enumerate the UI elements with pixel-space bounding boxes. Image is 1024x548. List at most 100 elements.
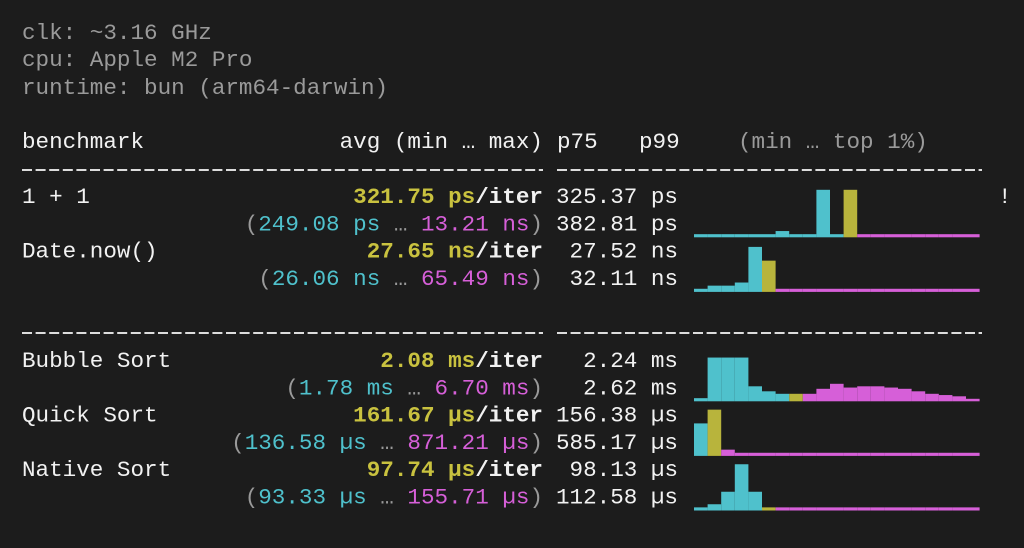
header-p75: p75 [557,129,598,155]
max: 6.70 ms [435,375,530,401]
histogram-bar [911,288,926,292]
histogram-bar [775,393,790,402]
range-open: ( [245,484,259,510]
avg: 27.65 ns [367,239,475,265]
histogram-bar [830,507,844,511]
min: 249.08 ps [258,211,380,237]
histogram-bar [911,234,926,238]
histogram-bar [952,396,966,402]
histogram-bar [884,234,898,238]
histogram-bar [884,288,898,292]
histogram-bar [707,409,722,456]
range-close: ) [529,266,543,292]
histogram-bar [734,234,749,238]
histogram-bar [721,357,735,402]
histogram-bar [734,357,749,402]
histogram-bar [802,507,817,511]
histogram-bar [952,452,966,456]
range-line: (93.33 µs … 155.71 µs) [245,484,543,510]
histogram-bar [816,288,830,292]
histogram-bar [925,452,939,456]
min: 136.58 µs [245,430,367,456]
histogram-bar [830,383,844,402]
per-iter: /iter [475,457,543,483]
p99: 382.81 ps [556,211,678,237]
histogram-bar [707,357,722,402]
histogram-bar [721,449,735,456]
benchmark-name: Native Sort [22,457,171,483]
histogram-bar [802,234,817,238]
benchmark-name: 1 + 1 [22,184,90,210]
histogram-bar [748,234,762,238]
histogram-bar [925,507,939,511]
histogram-bar [938,288,953,292]
histogram-bar [802,393,817,402]
histogram-bar [857,288,871,292]
histogram-bar [952,288,966,292]
histogram-bar [925,288,939,292]
header-p99: p99 [639,129,680,155]
histogram-bar [952,234,966,238]
min: 93.33 µs [258,484,366,510]
per-iter: /iter [475,403,543,429]
range-open: ( [231,430,245,456]
min: 26.06 ns [272,266,380,292]
range-open: ( [258,266,272,292]
histogram-bar [938,234,953,238]
avg: 161.67 µs [353,403,475,429]
histogram-bar [857,234,871,238]
histogram-bar [870,386,885,402]
histogram-bar [775,288,790,292]
histogram-bar [938,395,953,402]
histogram-bar [748,452,762,456]
avg-line: 161.67 µs/iter [353,403,543,429]
per-iter: /iter [475,184,543,210]
p75: 156.38 µs [556,403,678,429]
histogram-bar [775,507,790,511]
histogram-bar [884,507,898,511]
histogram-bar [952,507,966,511]
benchmark-name: Bubble Sort [22,348,171,374]
clock: clk: ~3.16 GHz [22,20,212,46]
range-line: (26.06 ns … 65.49 ns) [258,266,543,292]
histogram-bar [734,452,749,456]
histogram-bar [898,388,912,402]
histogram-bar [898,234,912,238]
histogram-bar [857,507,871,511]
histogram-bar [694,423,708,456]
range-sep: … [394,375,435,401]
histogram-bar [734,282,749,292]
range-close: ) [529,484,543,510]
histogram-bar [748,386,762,402]
p75: 325.37 ps [556,184,678,210]
histogram-bar [911,391,926,402]
range-sep: … [367,430,408,456]
histogram-bar [775,231,790,238]
p99: 112.58 µs [556,484,678,510]
p99: 585.17 µs [556,430,678,456]
histogram-bar [789,393,803,402]
histogram-bar [870,234,885,238]
histogram-bar [748,491,762,511]
histogram-bar [721,491,735,511]
histogram-bar [707,285,722,292]
histogram-bar [789,234,803,238]
range-open: ( [285,375,299,401]
max: 65.49 ns [421,266,529,292]
benchmark-name: Quick Sort [22,403,158,429]
avg: 2.08 ms [380,348,475,374]
histogram-bar [925,393,939,402]
p99: 32.11 ns [570,266,678,292]
histogram-bar [870,452,885,456]
histogram-bar [870,288,885,292]
histogram-bar [857,452,871,456]
cpu: cpu: Apple M2 Pro [22,47,253,73]
histogram-bar [830,234,844,238]
histogram-bar [762,391,776,402]
histogram-bar [843,507,858,511]
avg-line: 2.08 ms/iter [380,348,543,374]
histogram-bar [830,452,844,456]
histogram-bar [816,189,830,238]
range-line: (249.08 ps … 13.21 ns) [245,211,543,237]
histogram-bar [884,387,898,402]
